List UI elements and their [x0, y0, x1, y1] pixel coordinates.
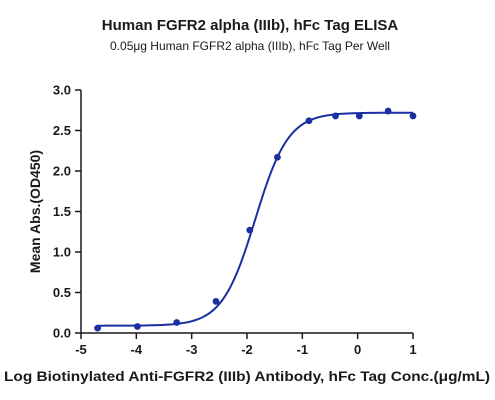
x-tick-label: -1	[297, 342, 309, 357]
data-point	[212, 298, 220, 305]
data-point	[332, 112, 339, 120]
x-tick-label: 1	[409, 342, 416, 357]
y-tick-label: 2.0	[53, 164, 71, 179]
x-axis-ticks: -5 -4 -3 -2 -1 0 1	[75, 333, 417, 357]
data-point	[274, 153, 281, 161]
data-point	[384, 107, 392, 115]
chart-subtitle: 0.05μg Human FGFR2 alpha (IIIb), hFc Tag…	[110, 39, 390, 53]
data-point	[355, 112, 363, 120]
x-tick-label: -2	[241, 342, 253, 357]
chart-title: Human FGFR2 alpha (IIIb), hFc Tag ELISA	[102, 17, 399, 34]
fit-curve	[97, 111, 413, 327]
data-point	[246, 226, 254, 234]
y-tick-label: 1.5	[53, 204, 71, 219]
data-point	[94, 324, 101, 332]
x-tick-label: -4	[131, 342, 143, 357]
x-axis-label: Log Biotinylated Anti-FGFR2 (IIIb) Antib…	[4, 368, 490, 384]
y-axis-label: Mean Abs.(OD450)	[27, 150, 43, 273]
y-axis-ticks: 0.0 0.5 1.0 1.5 2.0 2.5 3.0	[53, 83, 81, 341]
y-tick-label: 3.0	[53, 83, 71, 98]
x-tick-label: -5	[75, 342, 87, 357]
data-points	[94, 107, 417, 332]
data-point	[173, 319, 181, 326]
y-tick-label: 2.5	[53, 123, 71, 138]
data-point	[305, 117, 313, 125]
x-tick-label: 0	[354, 342, 361, 357]
y-tick-label: 0.5	[53, 285, 71, 300]
data-point	[134, 323, 141, 330]
data-point	[409, 112, 417, 120]
x-tick-label: -3	[186, 342, 198, 357]
y-tick-label: 1.0	[53, 245, 71, 260]
y-tick-label: 0.0	[53, 326, 71, 341]
